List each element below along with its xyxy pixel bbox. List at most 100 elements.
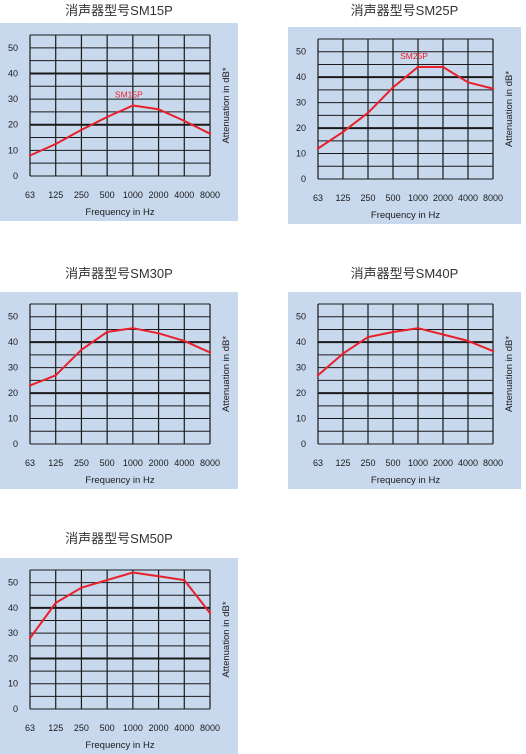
data-point xyxy=(441,333,445,336)
x-tick-label: 8000 xyxy=(200,190,220,200)
chart-sm40p: 0 10 20 30 40 50 63 125 250 500 1000 2000 4000 8000 Fr… xyxy=(288,292,521,489)
data-point xyxy=(54,374,57,377)
chart-sm25p: 0 10 20 30 40 50 63 125 250 500 1000 2000 4000 8000 Fr… xyxy=(288,27,521,224)
x-tick-label: 125 xyxy=(48,723,63,733)
data-point xyxy=(341,130,345,134)
chart-title: 消声器型号SM15P xyxy=(65,3,173,18)
data-point xyxy=(441,65,445,69)
x-tick-label: 1000 xyxy=(123,458,143,468)
x-tick-label: 63 xyxy=(25,190,35,200)
x-tick-label: 63 xyxy=(25,458,35,468)
y-tick-label: 0 xyxy=(13,439,18,449)
x-tick-label: 125 xyxy=(335,193,350,203)
data-point xyxy=(80,128,83,132)
y-axis-label: Attenuation in dB* xyxy=(221,67,232,143)
x-tick-label: 500 xyxy=(100,190,115,200)
x-tick-label: 63 xyxy=(313,458,323,468)
x-tick-label: 125 xyxy=(335,458,350,468)
data-point xyxy=(208,611,212,615)
data-point xyxy=(28,384,32,387)
data-point xyxy=(366,111,370,115)
series-line xyxy=(317,327,494,377)
y-tick-label: 20 xyxy=(8,653,18,663)
x-tick-label: 8000 xyxy=(200,458,220,468)
data-point xyxy=(54,601,57,605)
data-point xyxy=(391,86,395,89)
y-tick-label: 40 xyxy=(296,337,306,347)
y-tick-label: 50 xyxy=(8,578,18,588)
series-line xyxy=(29,327,211,387)
data-point xyxy=(54,142,57,146)
x-tick-label: 125 xyxy=(48,458,63,468)
y-tick-label: 10 xyxy=(296,414,306,424)
y-tick-label: 30 xyxy=(8,628,18,638)
x-tick-label: 2000 xyxy=(149,723,169,733)
y-tick-label: 10 xyxy=(8,679,18,689)
data-point xyxy=(157,108,160,111)
data-point xyxy=(157,575,160,578)
x-tick-label: 2000 xyxy=(433,193,453,203)
x-axis-label: Frequency in Hz xyxy=(371,210,440,221)
data-point xyxy=(183,578,186,582)
y-tick-label: 40 xyxy=(8,603,18,613)
y-tick-label: 10 xyxy=(8,145,18,155)
data-point xyxy=(416,65,420,69)
x-tick-label: 250 xyxy=(74,458,89,468)
data-point xyxy=(80,586,83,589)
x-tick-label: 4000 xyxy=(174,458,194,468)
y-tick-label: 0 xyxy=(13,171,18,181)
x-tick-label: 250 xyxy=(360,193,375,203)
chart-sm50p: 0 10 20 30 40 50 63 125 250 500 1000 2000 4000 8000 Fr… xyxy=(0,558,238,754)
y-axis-label: Attenuation in dB* xyxy=(504,71,515,147)
y-tick-label: 0 xyxy=(13,704,18,714)
data-point xyxy=(131,104,135,107)
data-point xyxy=(491,349,495,353)
series-line xyxy=(317,66,494,150)
x-tick-label: 1000 xyxy=(408,458,428,468)
y-tick-label: 50 xyxy=(8,312,18,322)
chart-background xyxy=(0,558,238,754)
y-tick-label: 50 xyxy=(296,47,306,57)
chart-title: 消声器型号SM25P xyxy=(350,3,459,18)
x-tick-label: 500 xyxy=(385,458,400,468)
x-axis-label: Frequency in Hz xyxy=(85,475,154,486)
series-label: SM15P xyxy=(115,90,143,100)
y-tick-label: 10 xyxy=(296,149,306,159)
x-tick-label: 8000 xyxy=(483,193,503,203)
data-point xyxy=(316,147,320,150)
x-tick-label: 4000 xyxy=(174,190,194,200)
x-axis-label: Frequency in Hz xyxy=(85,207,154,218)
y-tick-label: 30 xyxy=(8,363,18,373)
data-point xyxy=(105,330,109,334)
x-axis-label: Frequency in Hz xyxy=(85,740,154,751)
x-tick-label: 250 xyxy=(360,458,375,468)
data-point xyxy=(157,332,160,335)
x-tick-label: 1000 xyxy=(408,193,428,203)
x-tick-label: 1000 xyxy=(123,190,143,200)
x-tick-label: 125 xyxy=(48,190,63,200)
data-point xyxy=(183,339,186,343)
x-tick-label: 4000 xyxy=(174,723,194,733)
data-point xyxy=(466,81,470,84)
chart-background xyxy=(288,27,521,224)
y-tick-label: 10 xyxy=(8,414,18,424)
y-tick-label: 50 xyxy=(296,312,306,322)
series-line xyxy=(29,104,211,157)
data-point xyxy=(131,571,135,574)
x-tick-label: 2000 xyxy=(149,458,169,468)
x-tick-label: 2000 xyxy=(149,190,169,200)
chart-title: 消声器型号SM30P xyxy=(65,266,173,281)
data-point xyxy=(105,115,109,119)
y-tick-label: 20 xyxy=(8,120,18,130)
x-tick-label: 4000 xyxy=(458,193,478,203)
y-tick-label: 20 xyxy=(296,388,306,398)
y-tick-label: 20 xyxy=(296,123,306,133)
x-tick-label: 1000 xyxy=(123,723,143,733)
x-tick-label: 2000 xyxy=(433,458,453,468)
series-label: SM25P xyxy=(400,51,428,61)
x-tick-label: 250 xyxy=(74,723,89,733)
y-tick-label: 30 xyxy=(296,98,306,108)
x-tick-label: 500 xyxy=(385,193,400,203)
y-tick-label: 0 xyxy=(301,174,306,184)
data-point xyxy=(208,132,212,135)
